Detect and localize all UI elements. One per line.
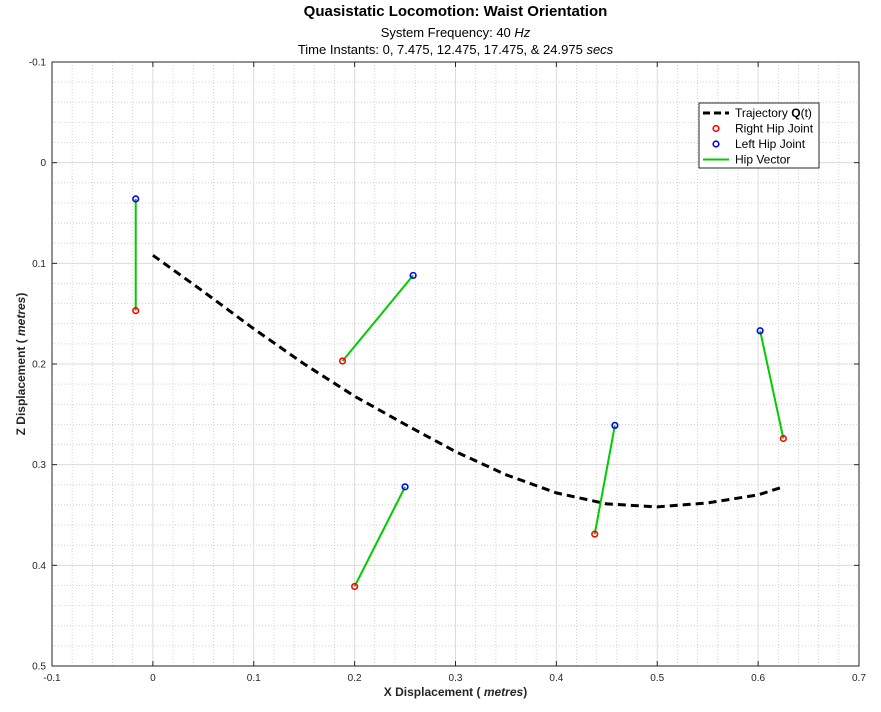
right-hip-joint-marker	[351, 582, 359, 591]
legend-joint-swatch	[712, 124, 720, 133]
right-hip-joint-marker	[338, 357, 347, 365]
y-tick-label: 0.3	[32, 460, 46, 471]
y-tick-label: 0.2	[32, 360, 46, 371]
left-hip-joint-marker	[401, 483, 409, 491]
x-tick-label: 0.5	[650, 673, 664, 684]
x-tick-label: 0.6	[751, 673, 765, 684]
hip-vector	[759, 330, 785, 439]
trajectory-line	[152, 254, 784, 509]
right-hip-joint-marker	[779, 434, 787, 443]
left-hip-joint-marker	[132, 195, 140, 203]
left-hip-joint-marker	[611, 421, 619, 430]
right-hip-joint-marker	[591, 530, 599, 538]
x-tick-label: 0	[150, 673, 156, 684]
legend-joint-swatch	[712, 140, 720, 148]
x-axis-label: X Displacement ( metres)	[384, 685, 527, 699]
legend-entry-label: Hip Vector	[735, 153, 790, 167]
y-tick-label: 0.5	[32, 662, 46, 673]
x-tick-label: 0.1	[247, 673, 261, 684]
chart-subtitle-time-instants: Time Instants: 0, 7.475, 12.475, 17.475,…	[298, 42, 614, 57]
x-tick-label: 0.2	[348, 673, 362, 684]
left-hip-joint-marker	[409, 271, 417, 280]
hip-vector	[353, 486, 406, 587]
left-hip-joint-marker	[756, 327, 764, 335]
x-tick-label: 0.7	[852, 673, 866, 684]
legend-entry-label: Trajectory Q(t)	[735, 106, 812, 120]
right-hip-joint-marker	[132, 307, 140, 315]
legend-entry-label: Right Hip Joint	[735, 122, 814, 136]
y-tick-label: 0	[40, 158, 46, 169]
y-tick-label: 0.4	[32, 561, 46, 572]
hip-vector	[593, 425, 616, 535]
x-tick-label: 0.4	[549, 673, 563, 684]
x-tick-label: -0.1	[43, 673, 61, 684]
chart-title: Quasistatic Locomotion: Waist Orientatio…	[304, 3, 608, 20]
y-tick-label: -0.1	[29, 58, 47, 69]
x-tick-label: 0.3	[449, 673, 463, 684]
chart-subtitle-frequency: System Frequency: 40 Hz	[381, 25, 531, 40]
hip-vector	[341, 274, 414, 362]
y-axis-label: Z Displacement ( metres)	[14, 293, 28, 436]
y-tick-label: 0.1	[32, 259, 46, 270]
legend-entry-label: Left Hip Joint	[735, 137, 806, 151]
